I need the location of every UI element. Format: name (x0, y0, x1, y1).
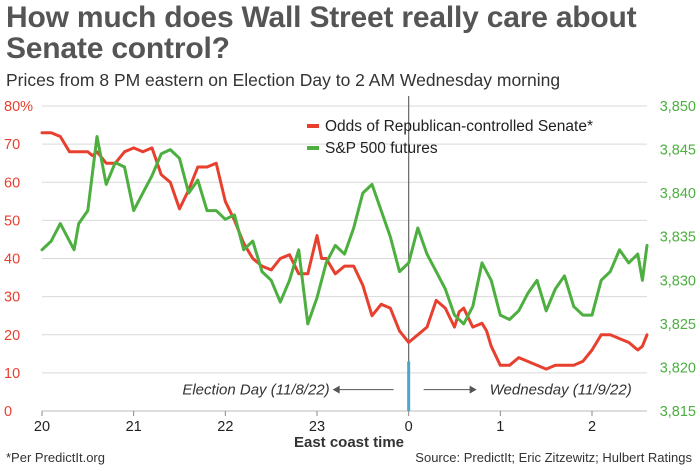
right-tick-label: 3,830 (660, 273, 696, 289)
grid-lines (42, 105, 647, 412)
legend-label: S&P 500 futures (325, 140, 438, 157)
wednesday-label: Wednesday (11/9/22) (490, 382, 632, 399)
left-tick-label: 40 (4, 252, 20, 268)
right-tick-label: 3,850 (660, 99, 696, 115)
right-tick-label: 3,825 (660, 317, 696, 333)
source-note: Source: PredictIt; Eric Zitzewitz; Hulbe… (415, 450, 692, 465)
right-tick-label: 3,815 (660, 404, 696, 420)
x-axis-label: East coast time (294, 434, 404, 451)
x-axis-ticks: 20 21 22 23 0 1 2 (34, 411, 596, 435)
left-tick-label: 50 (4, 213, 20, 229)
page-title: How much does Wall Street really care ab… (6, 1, 637, 65)
left-tick-label: 30 (4, 290, 20, 306)
page-subtitle: Prices from 8 PM eastern on Election Day… (6, 70, 561, 90)
x-tick-label: 0 (405, 419, 413, 435)
left-tick-label: 60 (4, 175, 20, 191)
election-day-label: Election Day (11/8/22) (182, 382, 329, 399)
futures-series-line (40, 135, 649, 326)
x-tick-label: 2 (588, 419, 596, 435)
right-axis-ticks: 3,815 3,820 3,825 3,830 3,835 3,840 3,845 3,850 (660, 99, 696, 420)
right-tick-label: 3,820 (660, 360, 696, 376)
left-tick-label: 0 (4, 404, 12, 420)
x-tick-label: 22 (217, 419, 233, 435)
x-tick-label: 1 (496, 419, 504, 435)
x-tick-label: 23 (309, 419, 325, 435)
legend-label: Odds of Republican-controlled Senate* (325, 118, 593, 135)
left-tick-label: 10 (4, 366, 20, 382)
left-tick-label: 80% (4, 99, 33, 115)
series-lines (40, 131, 649, 371)
right-tick-label: 3,845 (660, 143, 696, 159)
left-tick-label: 20 (4, 328, 20, 344)
left-arrow-head (332, 385, 340, 394)
legend: Odds of Republican-controlled Senate* S&P… (307, 118, 593, 157)
x-tick-label: 21 (126, 419, 142, 435)
footnote: *Per PredictIt.org (6, 450, 105, 465)
right-arrow-head (469, 385, 477, 394)
x-tick-label: 20 (34, 419, 50, 435)
odds-series-line (40, 131, 649, 371)
right-tick-label: 3,835 (660, 230, 696, 246)
midnight-divider: Election Day (11/8/22) Wednesday (11/9/22… (182, 96, 632, 411)
left-tick-label: 70 (4, 137, 20, 153)
left-axis-ticks: 0 10 20 30 40 50 60 70 80% (4, 99, 33, 420)
right-tick-label: 3,840 (660, 186, 696, 202)
